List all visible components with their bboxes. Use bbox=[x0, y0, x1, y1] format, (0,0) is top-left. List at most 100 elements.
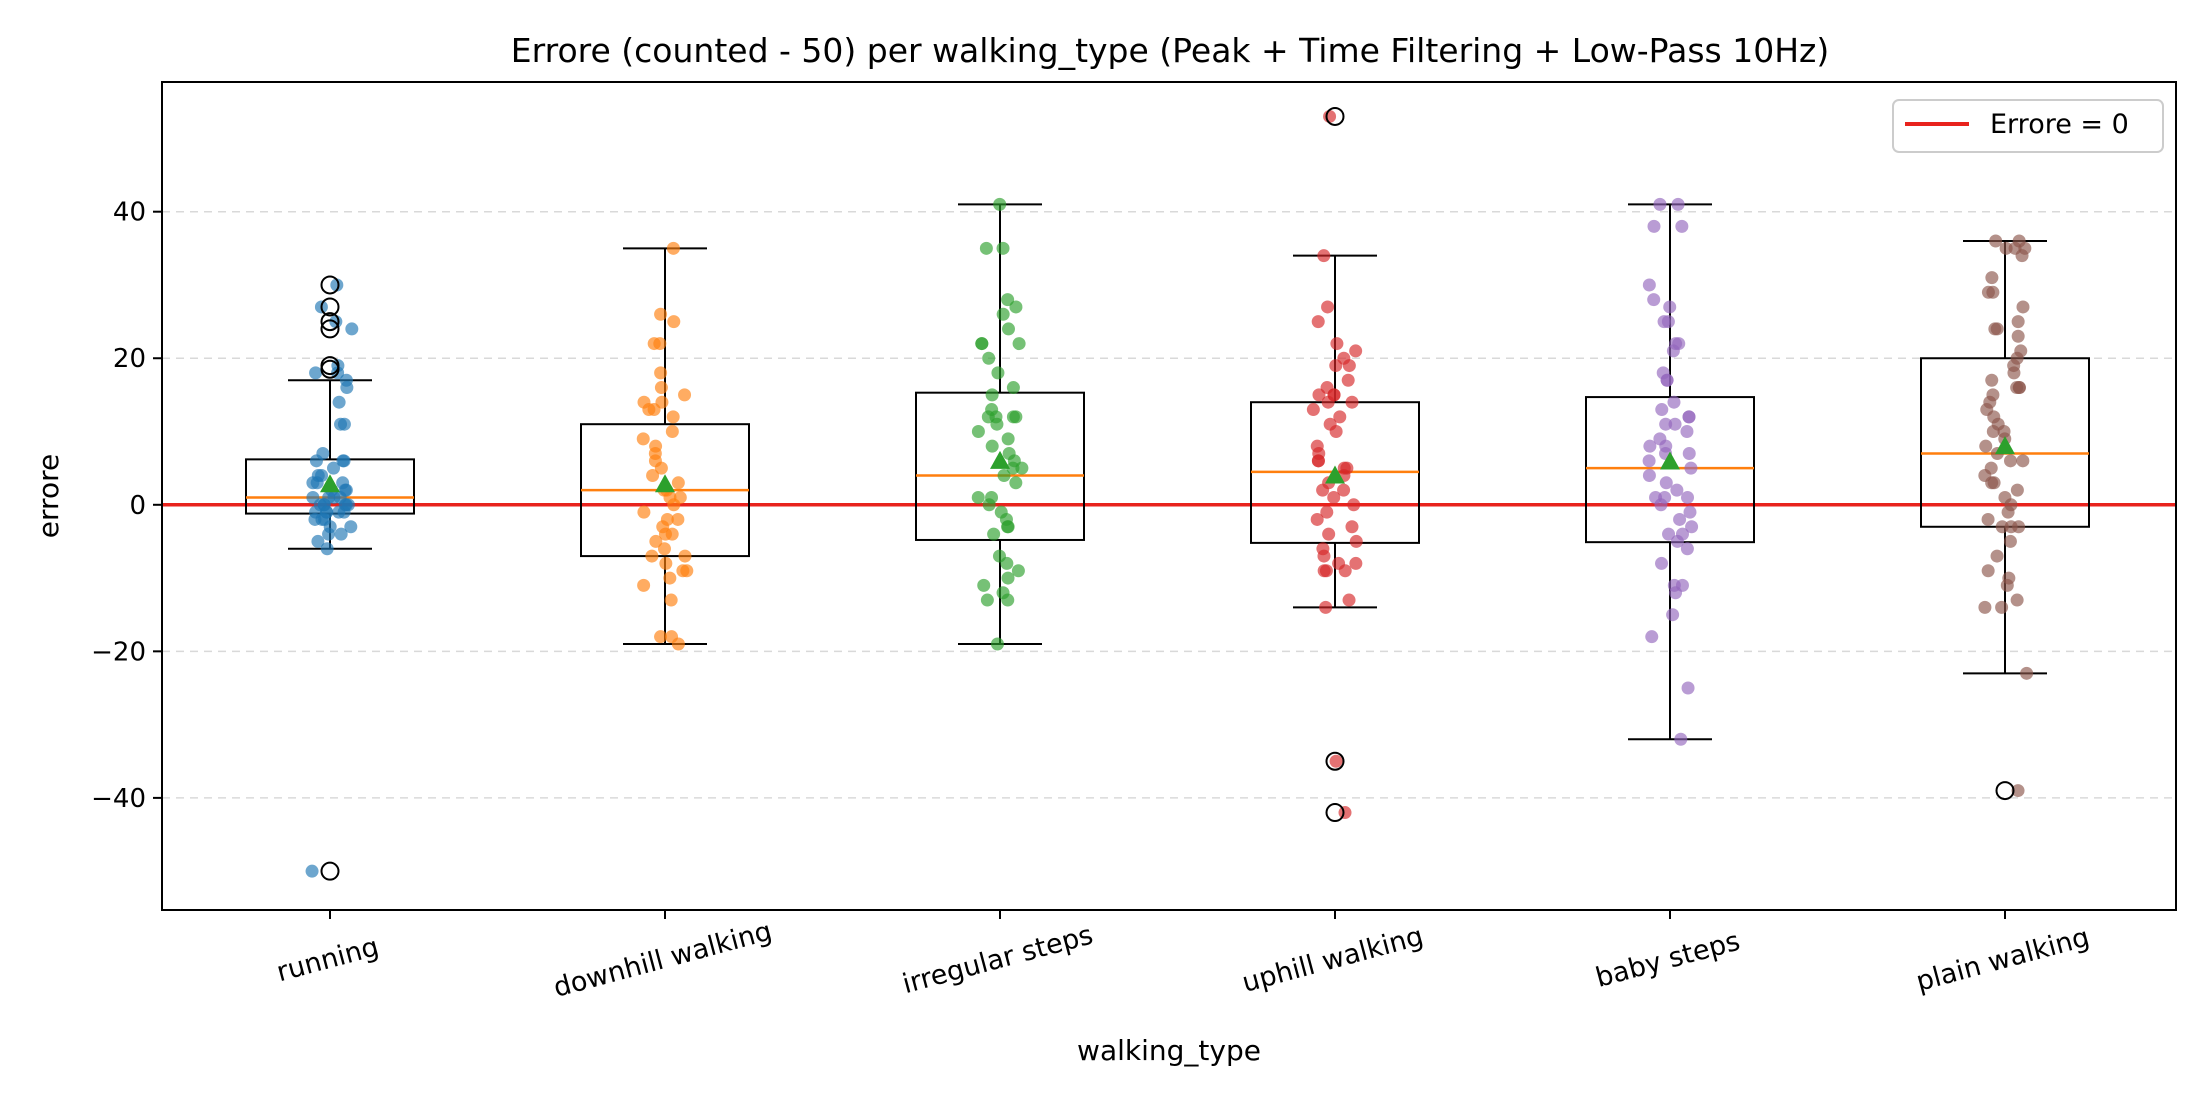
data-point bbox=[2003, 534, 2017, 548]
data-point bbox=[1666, 344, 1680, 358]
data-point bbox=[654, 307, 668, 321]
data-point bbox=[1655, 403, 1669, 417]
data-point bbox=[2011, 329, 2025, 343]
x-axis-ticks: running downhill walking irregular steps up… bbox=[273, 910, 2093, 1004]
data-point bbox=[1009, 300, 1023, 314]
data-point bbox=[1647, 293, 1661, 307]
data-point bbox=[985, 388, 999, 402]
data-point bbox=[1338, 806, 1352, 820]
data-point bbox=[2001, 505, 2015, 519]
data-point bbox=[2004, 454, 2018, 468]
data-point bbox=[996, 241, 1010, 255]
data-point bbox=[671, 476, 685, 490]
data-point bbox=[2010, 593, 2024, 607]
data-point bbox=[1322, 527, 1336, 541]
data-point bbox=[330, 278, 344, 292]
data-point bbox=[654, 630, 668, 644]
data-point bbox=[2007, 366, 2021, 380]
data-point bbox=[977, 578, 991, 592]
data-point bbox=[309, 454, 323, 468]
y-tick-label: 0 bbox=[129, 491, 146, 521]
means-layer bbox=[320, 436, 2015, 493]
data-point bbox=[1329, 425, 1343, 439]
data-point bbox=[678, 388, 692, 402]
outlier-marker bbox=[1325, 751, 1345, 771]
points-layer bbox=[305, 109, 2034, 878]
outlier-marker bbox=[320, 297, 340, 317]
data-point bbox=[1327, 490, 1341, 504]
data-point bbox=[1317, 549, 1331, 563]
y-axis-label: errore bbox=[32, 454, 65, 538]
data-point bbox=[678, 549, 692, 563]
data-point bbox=[642, 403, 656, 417]
data-point bbox=[1995, 600, 2009, 614]
data-point bbox=[982, 351, 996, 365]
data-point bbox=[990, 417, 1004, 431]
data-point bbox=[1337, 483, 1351, 497]
data-point bbox=[345, 322, 359, 336]
data-point bbox=[1681, 681, 1695, 695]
data-point bbox=[657, 542, 671, 556]
data-point bbox=[1323, 109, 1337, 123]
data-point bbox=[1643, 439, 1657, 453]
data-point bbox=[1981, 564, 1995, 578]
data-point bbox=[646, 468, 660, 482]
data-point bbox=[971, 490, 985, 504]
data-point bbox=[2011, 315, 2025, 329]
data-point bbox=[1985, 373, 1999, 387]
y-tick-label: 20 bbox=[113, 344, 146, 374]
y-axis-ticks: −40 −20 0 20 40 bbox=[91, 198, 162, 814]
data-point bbox=[1311, 315, 1325, 329]
data-point bbox=[1659, 476, 1673, 490]
data-point bbox=[334, 527, 348, 541]
data-point bbox=[1321, 395, 1335, 409]
y-tick-label: −20 bbox=[91, 637, 146, 667]
data-point bbox=[1012, 337, 1026, 351]
chart-title: Errore (counted - 50) per walking_type (… bbox=[511, 31, 1829, 70]
data-point bbox=[1660, 373, 1674, 387]
data-point bbox=[1999, 241, 2013, 255]
data-point bbox=[671, 512, 685, 526]
data-point bbox=[671, 637, 685, 651]
data-point bbox=[991, 366, 1005, 380]
data-point bbox=[1667, 395, 1681, 409]
data-point bbox=[1001, 432, 1015, 446]
data-point bbox=[1015, 461, 1029, 475]
x-tick-label: uphill walking bbox=[1239, 921, 1427, 999]
data-point bbox=[1985, 271, 1999, 285]
box-iqr bbox=[915, 391, 1085, 541]
data-point bbox=[2010, 381, 2024, 395]
data-point bbox=[315, 468, 329, 482]
data-point bbox=[1674, 732, 1688, 746]
data-point bbox=[1653, 197, 1667, 211]
data-point bbox=[1654, 498, 1668, 512]
data-point bbox=[1684, 461, 1698, 475]
data-point bbox=[1329, 359, 1343, 373]
outlier-marker bbox=[320, 359, 340, 379]
data-point bbox=[1682, 447, 1696, 461]
data-point bbox=[305, 864, 319, 878]
data-point bbox=[654, 381, 668, 395]
data-point bbox=[993, 197, 1007, 211]
data-point bbox=[648, 454, 662, 468]
data-point bbox=[1986, 425, 2000, 439]
data-point bbox=[334, 417, 348, 431]
legend-label: Errore = 0 bbox=[1990, 109, 2129, 140]
data-point bbox=[979, 241, 993, 255]
data-point bbox=[997, 468, 1011, 482]
mean-marker bbox=[1325, 465, 1345, 484]
data-point bbox=[1995, 520, 2009, 534]
data-point bbox=[1342, 359, 1356, 373]
data-point bbox=[2015, 249, 2029, 263]
data-point bbox=[982, 498, 996, 512]
data-point bbox=[1680, 425, 1694, 439]
data-point bbox=[1682, 410, 1696, 424]
data-point bbox=[637, 505, 651, 519]
data-point bbox=[653, 337, 667, 351]
y-tick-label: 40 bbox=[113, 198, 146, 228]
data-point bbox=[1685, 520, 1699, 534]
data-point bbox=[1681, 490, 1695, 504]
data-point bbox=[1006, 410, 1020, 424]
data-point bbox=[1990, 322, 2004, 336]
data-point bbox=[666, 410, 680, 424]
